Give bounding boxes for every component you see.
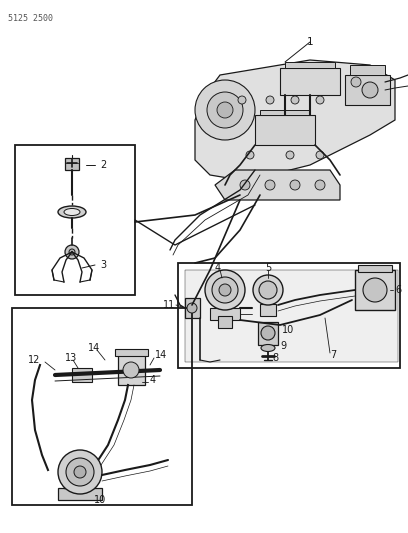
Text: 1: 1: [307, 37, 313, 47]
Polygon shape: [195, 60, 395, 180]
Polygon shape: [118, 355, 145, 385]
Circle shape: [240, 180, 250, 190]
Polygon shape: [58, 488, 102, 500]
Polygon shape: [210, 308, 240, 320]
Text: 10: 10: [94, 495, 106, 505]
Circle shape: [291, 96, 299, 104]
Text: 8: 8: [272, 353, 278, 363]
Circle shape: [205, 270, 245, 310]
Text: 7: 7: [330, 350, 336, 360]
Circle shape: [265, 180, 275, 190]
Polygon shape: [115, 349, 148, 356]
Polygon shape: [215, 170, 340, 200]
Polygon shape: [345, 75, 390, 105]
Ellipse shape: [261, 344, 275, 351]
Text: 6: 6: [395, 285, 401, 295]
Circle shape: [65, 245, 79, 259]
Circle shape: [187, 303, 197, 313]
Circle shape: [195, 80, 255, 140]
Circle shape: [316, 96, 324, 104]
Polygon shape: [72, 368, 92, 382]
Polygon shape: [260, 304, 276, 316]
Text: 3: 3: [100, 260, 106, 270]
Text: 13: 13: [65, 353, 77, 363]
Text: 4: 4: [215, 263, 221, 273]
Polygon shape: [285, 62, 335, 68]
Text: 2: 2: [100, 160, 106, 170]
Text: 11: 11: [163, 300, 175, 310]
Circle shape: [238, 96, 246, 104]
Circle shape: [217, 102, 233, 118]
Circle shape: [315, 180, 325, 190]
Circle shape: [286, 151, 294, 159]
Polygon shape: [350, 65, 385, 75]
Polygon shape: [355, 270, 395, 310]
Polygon shape: [260, 110, 310, 115]
Circle shape: [219, 284, 231, 296]
Circle shape: [207, 92, 243, 128]
Circle shape: [69, 249, 75, 255]
Circle shape: [253, 275, 283, 305]
Text: 4: 4: [150, 375, 156, 385]
Polygon shape: [185, 298, 200, 318]
Text: 10: 10: [282, 325, 294, 335]
Circle shape: [362, 82, 378, 98]
Text: 5: 5: [265, 263, 271, 273]
Polygon shape: [218, 316, 232, 328]
Circle shape: [58, 450, 102, 494]
Text: 14: 14: [88, 343, 100, 353]
Text: 5125 2500: 5125 2500: [8, 14, 53, 23]
Ellipse shape: [64, 208, 80, 215]
Polygon shape: [185, 270, 398, 362]
Circle shape: [123, 362, 139, 378]
Text: 12: 12: [28, 355, 40, 365]
Polygon shape: [255, 115, 315, 145]
Circle shape: [246, 151, 254, 159]
Circle shape: [261, 326, 275, 340]
Text: 9: 9: [280, 341, 286, 351]
Polygon shape: [358, 265, 392, 272]
Circle shape: [316, 151, 324, 159]
Circle shape: [212, 277, 238, 303]
Circle shape: [74, 466, 86, 478]
Polygon shape: [258, 322, 278, 345]
Circle shape: [290, 180, 300, 190]
Polygon shape: [280, 68, 340, 95]
Circle shape: [259, 281, 277, 299]
Circle shape: [363, 278, 387, 302]
Ellipse shape: [58, 206, 86, 218]
Circle shape: [66, 458, 94, 486]
Circle shape: [351, 77, 361, 87]
Circle shape: [266, 96, 274, 104]
Text: 14: 14: [155, 350, 167, 360]
Polygon shape: [65, 158, 79, 170]
